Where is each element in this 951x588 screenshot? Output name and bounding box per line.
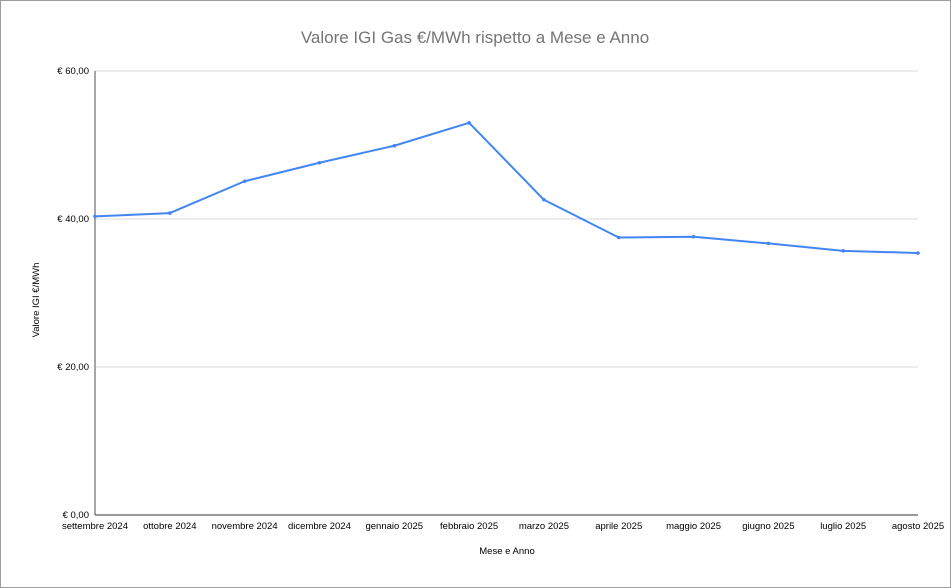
x-tick-label: febbraio 2025 — [440, 521, 498, 532]
data-point[interactable] — [691, 234, 696, 239]
data-point[interactable] — [616, 235, 621, 240]
chart-title: Valore IGI Gas €/MWh rispetto a Mese e A… — [301, 28, 649, 47]
data-point[interactable] — [93, 214, 97, 219]
x-axis-label: Mese e Anno — [479, 546, 534, 557]
y-tick-label: € 20,00 — [57, 362, 89, 373]
x-tick-label: novembre 2024 — [212, 521, 278, 532]
data-point[interactable] — [916, 251, 920, 255]
x-tick-label: aprile 2025 — [595, 521, 642, 532]
y-tick-label: € 40,00 — [57, 214, 89, 225]
data-point[interactable] — [766, 241, 771, 246]
data-point[interactable] — [841, 249, 845, 253]
data-point[interactable] — [392, 143, 397, 148]
y-axis-label: Valore IGI €/MWh — [31, 263, 42, 338]
data-point[interactable] — [242, 179, 247, 184]
x-tick-label: settembre 2024 — [62, 521, 128, 532]
data-point[interactable] — [542, 197, 546, 202]
x-tick-label: marzo 2025 — [519, 521, 569, 532]
x-tick-label: gennaio 2025 — [365, 521, 423, 532]
x-tick-label: agosto 2025 — [892, 521, 944, 532]
y-tick-label: € 60,00 — [57, 66, 89, 77]
x-tick-label: dicembre 2024 — [288, 521, 351, 532]
x-tick-label: giugno 2025 — [742, 521, 794, 532]
data-point[interactable] — [168, 211, 172, 215]
data-point[interactable] — [467, 121, 471, 125]
x-tick-label: ottobre 2024 — [143, 521, 196, 532]
data-point[interactable] — [317, 160, 322, 165]
y-tick-label: € 0,00 — [63, 510, 89, 521]
x-tick-label: luglio 2025 — [820, 521, 866, 532]
series-line — [94, 121, 919, 255]
x-tick-label: maggio 2025 — [666, 521, 721, 532]
